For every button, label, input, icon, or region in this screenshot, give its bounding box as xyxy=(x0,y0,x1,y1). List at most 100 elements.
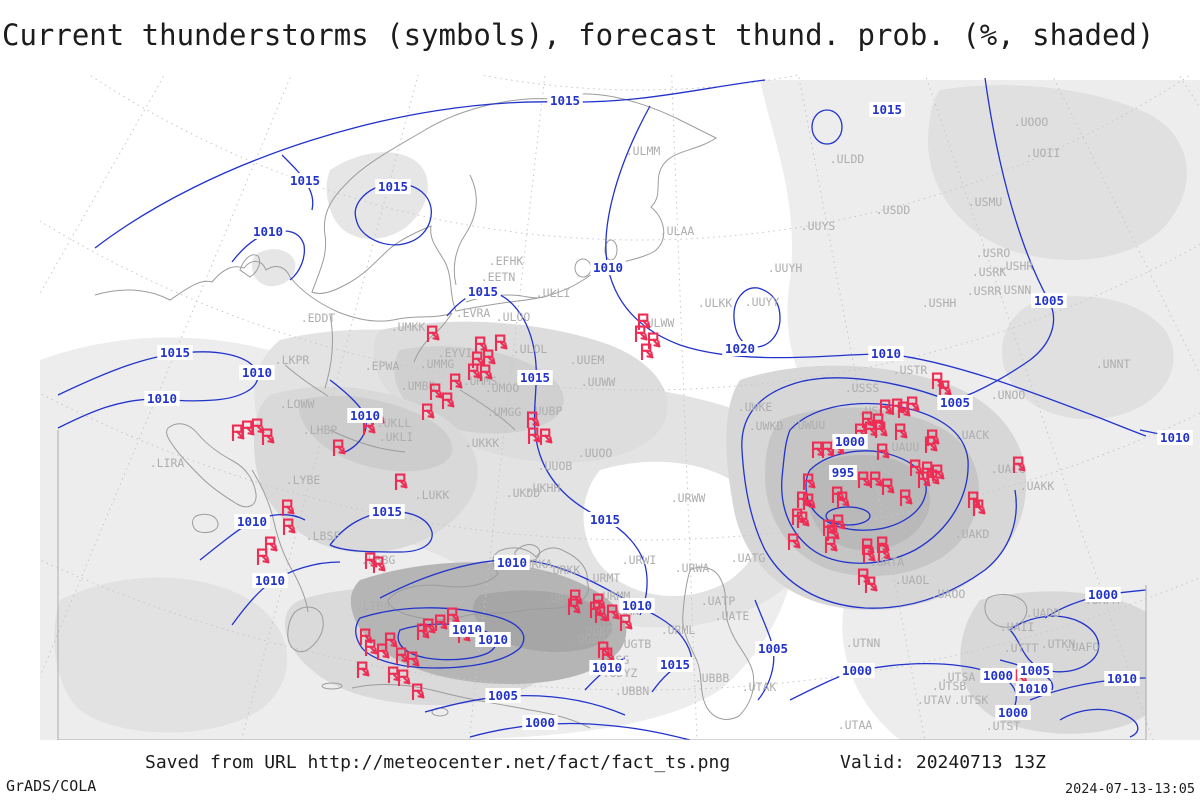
creation-timestamp: 2024-07-13-13:05 xyxy=(1064,781,1195,797)
station-label: .UATG xyxy=(731,551,766,565)
station-label: .USMU xyxy=(968,195,1003,209)
isobar-label-layer: 1015 1015 1015 1015 1015 1015 1015 1015 1015 1015… xyxy=(144,93,1193,730)
isobar-label-box xyxy=(839,663,875,678)
station-label: .UBBN xyxy=(615,684,650,698)
station-label: .ULMM xyxy=(626,144,661,158)
isobar-label: 995 xyxy=(832,465,855,480)
isobar-label-box xyxy=(485,688,521,703)
station-label: .UTAA xyxy=(838,718,873,732)
station-label: .UTSB xyxy=(932,679,967,693)
station-label: .UTST xyxy=(986,719,1021,733)
isobar-label-box xyxy=(547,93,583,108)
station-label: .UWUU xyxy=(791,418,826,432)
isobar-label-box xyxy=(522,715,558,730)
station-label: .UUYS xyxy=(801,219,836,233)
grads-credit: GrADS/COLA xyxy=(6,777,97,795)
station-label: .UUYY xyxy=(745,295,780,309)
isobar-label: 1010 xyxy=(253,224,283,239)
isobar-label: 1010 xyxy=(255,573,285,588)
isobar-label: 1015 xyxy=(378,179,408,194)
isobar-label: 1010 xyxy=(350,408,380,423)
isobar-label: 1000 xyxy=(983,668,1013,683)
station-label: .UKDD xyxy=(506,486,541,500)
station-label: .UAOO xyxy=(931,587,966,601)
isobar-label: 1005 xyxy=(758,641,788,656)
isobar-label: 1005 xyxy=(1034,293,1064,308)
station-label: .URWW xyxy=(671,491,706,505)
station-label: .UUEM xyxy=(570,353,605,367)
map-frame xyxy=(57,430,1147,740)
station-label: .UKLL xyxy=(377,416,412,430)
station-label: .UMGG xyxy=(487,405,522,419)
isobar-label: 1010 xyxy=(497,555,527,570)
station-label: .EDDT xyxy=(301,311,336,325)
station-label: .UTSK xyxy=(954,693,989,707)
isobar-label: 1010 xyxy=(1160,430,1190,445)
station-label: .UACK xyxy=(955,428,990,442)
isobar-label: 1010 xyxy=(478,632,508,647)
station-label: .ULDD xyxy=(830,152,865,166)
station-label: .ULOL xyxy=(513,342,548,356)
isobar-label-box xyxy=(347,408,383,423)
station-label: .EVRA xyxy=(456,306,491,320)
isobar-label: 1015 xyxy=(372,504,402,519)
station-label: .LOWW xyxy=(280,397,315,411)
station-label: .EFHK xyxy=(489,254,524,268)
isobar-label-box xyxy=(287,173,323,188)
station-label: .EETN xyxy=(481,270,516,284)
station-label: .USHH xyxy=(922,296,957,310)
station-label: .USRK xyxy=(972,265,1007,279)
isobar-label: 1005 xyxy=(1020,663,1050,678)
isobar-label-box xyxy=(869,102,905,117)
isobar-label: 1015 xyxy=(660,657,690,672)
isobar-label-box xyxy=(239,365,275,380)
station-label: .URWI xyxy=(622,553,657,567)
station-label: .UTNN xyxy=(846,636,881,650)
isobar-label-box xyxy=(832,434,868,449)
station-label: .UAFO xyxy=(1065,640,1100,654)
station-label: .UWKE xyxy=(738,400,773,414)
isobar-label-box xyxy=(722,341,758,356)
isobar-label-box xyxy=(157,345,193,360)
station-label: .UNNT xyxy=(1096,357,1131,371)
isobar-label: 1010 xyxy=(1018,681,1048,696)
isobar-label: 1005 xyxy=(940,395,970,410)
isobar-label-box xyxy=(234,514,270,529)
isobar-label: 1010 xyxy=(622,598,652,613)
station-label: .URWA xyxy=(675,561,710,575)
station-label: .UADD xyxy=(1026,606,1061,620)
station-label: .UATP xyxy=(701,594,736,608)
isobar-label-box xyxy=(590,260,626,275)
station-label: .UBBB xyxy=(695,671,730,685)
station-label: .UTAV xyxy=(917,693,952,707)
station-label: .UKHH xyxy=(526,481,561,495)
station-label: .UACC xyxy=(991,462,1026,476)
station-label: .UAUU xyxy=(885,440,920,454)
isobar-label-box xyxy=(937,395,973,410)
station-label: .LTBA xyxy=(356,599,391,613)
station-label: .UUWW xyxy=(581,375,616,389)
isobar-label-box xyxy=(475,632,511,647)
isobar-label-box xyxy=(995,705,1031,720)
station-label: .UUOO xyxy=(578,446,613,460)
station-label: .UUYH xyxy=(768,261,803,275)
station-label: .USHR xyxy=(999,259,1034,273)
page-title: Current thunderstorms (symbols), forecas… xyxy=(2,18,1155,52)
station-label: .UWKD xyxy=(749,419,784,433)
isobar-label: 1010 xyxy=(1107,671,1137,686)
station-layer: .ULMM .ULDD .ULAA .USDD .UUYS .UUYH .UUYY .ULKK… xyxy=(150,115,1131,733)
station-label: .UTKN xyxy=(1041,637,1076,651)
station-label: .URSS xyxy=(544,591,579,605)
isobar-label: 1000 xyxy=(1088,587,1118,602)
station-label: .UMBB xyxy=(401,379,436,393)
station-label: .ULAA xyxy=(660,224,695,238)
station-label: .USRR xyxy=(967,284,1002,298)
isobar-label-box xyxy=(252,573,288,588)
isobar-label-box xyxy=(144,391,180,406)
isobar-label: 1010 xyxy=(147,391,177,406)
station-label: .USNN xyxy=(997,283,1032,297)
isobar-label: 1015 xyxy=(872,102,902,117)
valid-time-label: Valid: 20240713 13Z xyxy=(840,752,1046,773)
isobar-label-box xyxy=(1031,293,1067,308)
